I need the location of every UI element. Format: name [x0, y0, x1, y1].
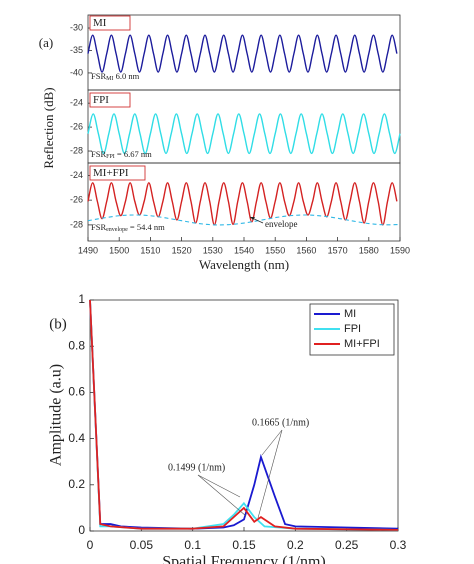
panel-label: (b) — [49, 316, 67, 332]
x-tick-label: 0.2 — [287, 538, 304, 552]
x-tick-label: 1570 — [328, 245, 348, 255]
series-line — [89, 299, 399, 530]
annotation-line — [261, 429, 283, 456]
x-tick-label: 0.3 — [390, 538, 407, 552]
x-tick-label: 0.25 — [335, 538, 359, 552]
annotation-tail: 6.0 nm — [113, 71, 139, 81]
series-line — [87, 214, 401, 226]
y-tick-label: 0 — [78, 523, 85, 537]
x-axis-label: Wavelength (nm) — [199, 257, 289, 272]
legend-label: MI — [93, 17, 107, 29]
x-tick-label: 1590 — [390, 245, 410, 255]
x-tick-label: 1560 — [296, 245, 316, 255]
legend-box — [89, 92, 131, 108]
annotation-main: FSR — [91, 149, 106, 159]
annotation: 0.1665 (1/nm) — [252, 417, 309, 428]
y-tick-label: -26 — [70, 195, 83, 205]
x-tick-label: 1550 — [265, 245, 285, 255]
series-line — [87, 182, 398, 226]
annotation-sub: FPI — [106, 154, 115, 160]
y-tick-label: -30 — [70, 22, 83, 32]
annotation-tail: = 54.4 nm — [128, 222, 165, 232]
annotation-main: FSR — [91, 71, 106, 81]
annotation: FSRMI 6.0 nm — [91, 71, 140, 82]
annotation-line — [257, 429, 283, 519]
x-tick-label: 1490 — [78, 245, 98, 255]
arrow-head — [250, 217, 255, 220]
x-tick-label: 1500 — [109, 245, 129, 255]
envelope-label: envelope — [265, 219, 297, 229]
x-tick-label: 0 — [87, 538, 94, 552]
y-tick-label: 0.2 — [68, 477, 85, 491]
x-tick-label: 0.15 — [232, 538, 256, 552]
y-tick-label: -28 — [70, 219, 83, 229]
annotation: 0.1499 (1/nm) — [168, 462, 225, 473]
series-line — [89, 299, 399, 531]
legend-label: MI+FPI — [93, 167, 129, 179]
y-tick-label: -35 — [70, 45, 83, 55]
x-tick-label: 0.1 — [184, 538, 201, 552]
x-tick-label: 1520 — [172, 245, 192, 255]
legend-label: FPI — [344, 323, 361, 335]
y-tick-label: 0.6 — [68, 385, 85, 399]
legend-label: FPI — [93, 94, 109, 106]
annotation-main: FSR — [91, 222, 106, 232]
y-tick-label: 0.8 — [68, 338, 85, 352]
annotation: FSRFPI = 6.67 nm — [91, 149, 152, 160]
annotation-sub: envelope — [106, 227, 128, 233]
annotation-tail: = 6.67 nm — [115, 149, 152, 159]
series-line — [87, 113, 401, 155]
y-axis-label: Reflection (dB) — [41, 87, 56, 168]
x-tick-label: 1530 — [203, 245, 223, 255]
x-tick-label: 1580 — [359, 245, 379, 255]
annotation-sub: MI — [106, 76, 113, 82]
series-line — [87, 34, 398, 73]
legend-box — [89, 15, 131, 31]
x-tick-label: 1540 — [234, 245, 254, 255]
y-tick-label: -26 — [70, 121, 83, 131]
x-axis-label: Spatial Frequency (1/nm) — [162, 554, 326, 564]
legend-box — [89, 165, 146, 181]
legend-label: MI — [344, 308, 356, 320]
y-tick-label: -40 — [70, 67, 83, 77]
y-axis-label: Amplitude (a.u) — [48, 364, 65, 466]
x-tick-label: 1510 — [140, 245, 160, 255]
panel-label: (a) — [39, 35, 53, 50]
y-tick-label: -24 — [70, 170, 83, 180]
legend-label: MI+FPI — [344, 338, 380, 350]
x-tick-label: 0.05 — [130, 538, 154, 552]
annotation-line — [197, 474, 247, 517]
y-tick-label: -28 — [70, 145, 83, 155]
annotation: FSRenvelope = 54.4 nm — [91, 222, 165, 233]
y-tick-label: 1 — [78, 292, 85, 306]
y-tick-label: -24 — [70, 98, 83, 108]
y-tick-label: 0.4 — [68, 431, 85, 445]
annotation-line — [197, 474, 241, 498]
